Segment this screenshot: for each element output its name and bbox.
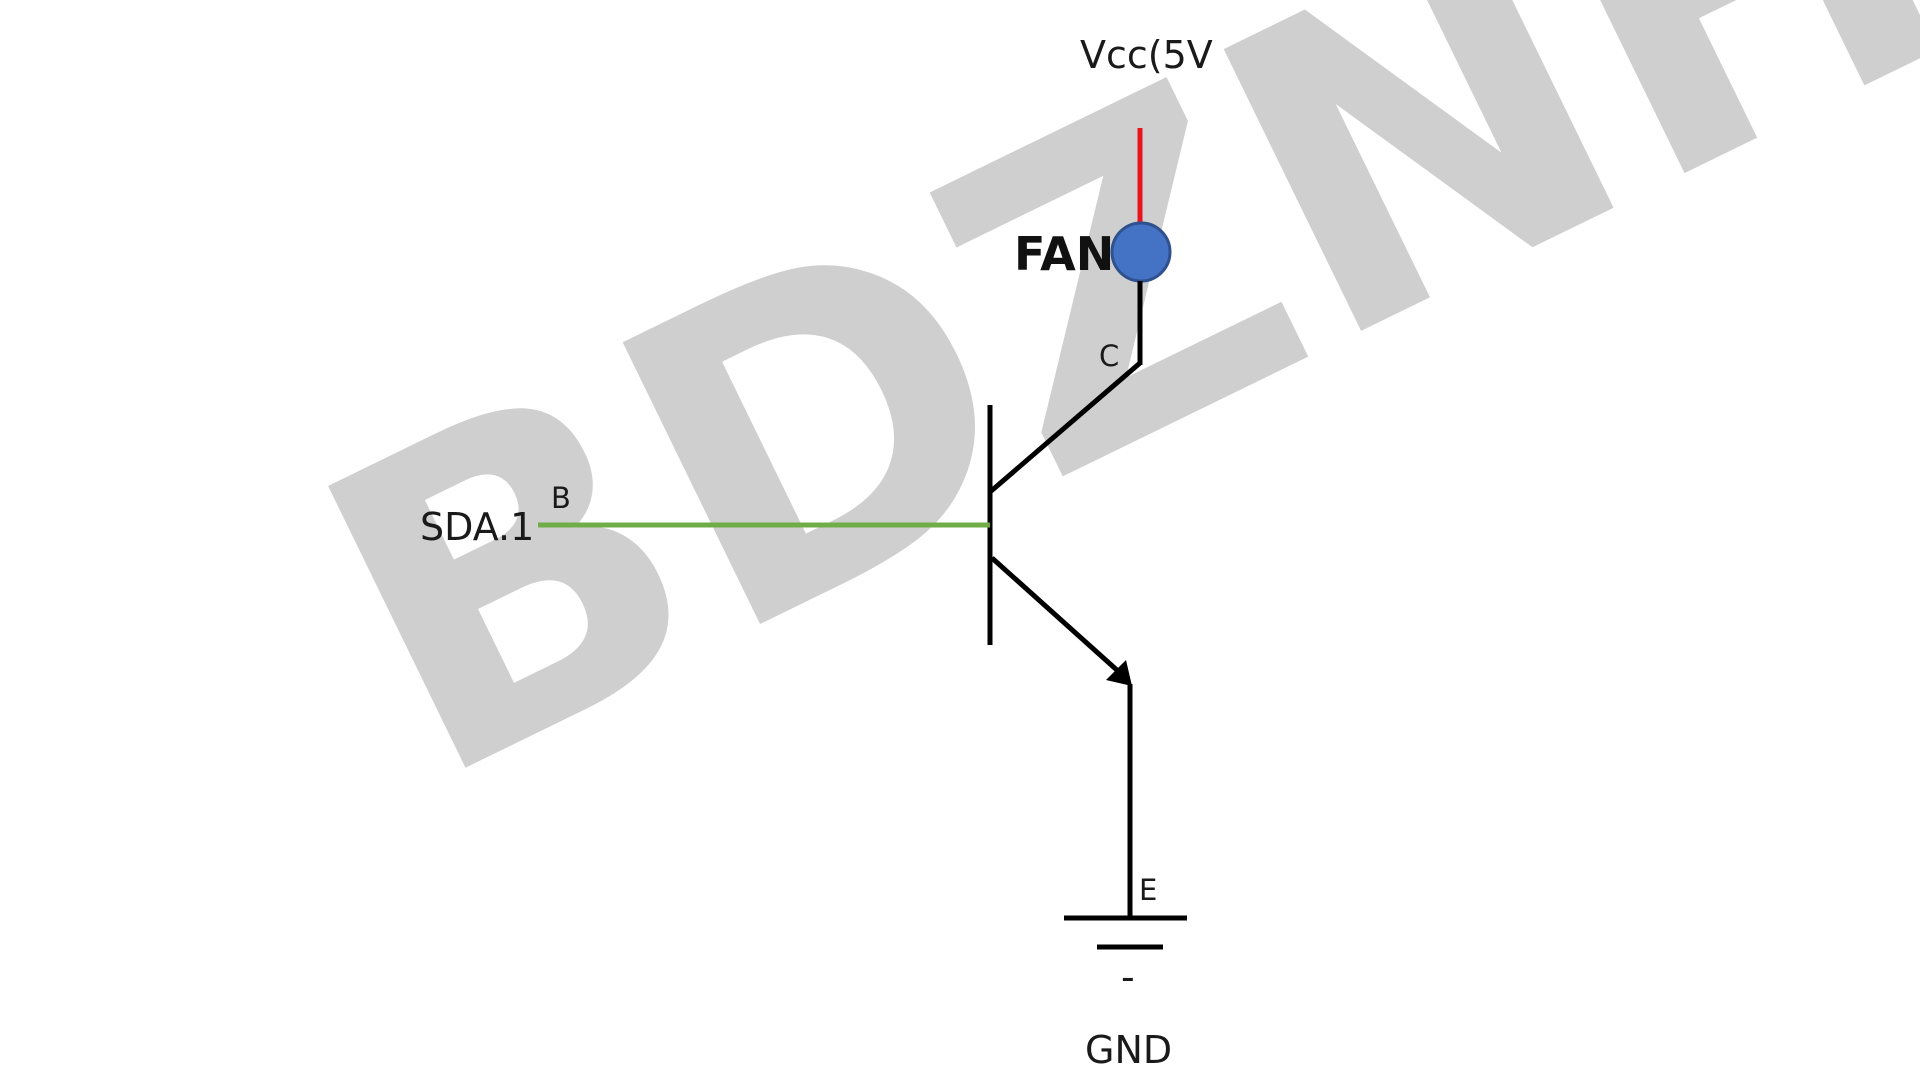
signal-label: SDA.1 xyxy=(420,505,534,549)
collector-lead xyxy=(988,361,1142,494)
fan-label: FAN xyxy=(1014,227,1114,281)
emitter-label: E xyxy=(1139,873,1157,907)
watermark: BDZNH xyxy=(256,0,1920,877)
fan-symbol xyxy=(1110,221,1172,283)
collector-label: C xyxy=(1099,339,1119,373)
base-label: B xyxy=(551,481,571,515)
emitter-lead xyxy=(990,556,1130,682)
ground-symbol xyxy=(1064,915,1187,950)
ground-minus-label: - xyxy=(1121,955,1135,999)
emitter-arrow xyxy=(1106,660,1132,686)
vcc-label: Vcc(5V xyxy=(1080,33,1213,77)
ground-label: GND xyxy=(1085,1028,1172,1072)
